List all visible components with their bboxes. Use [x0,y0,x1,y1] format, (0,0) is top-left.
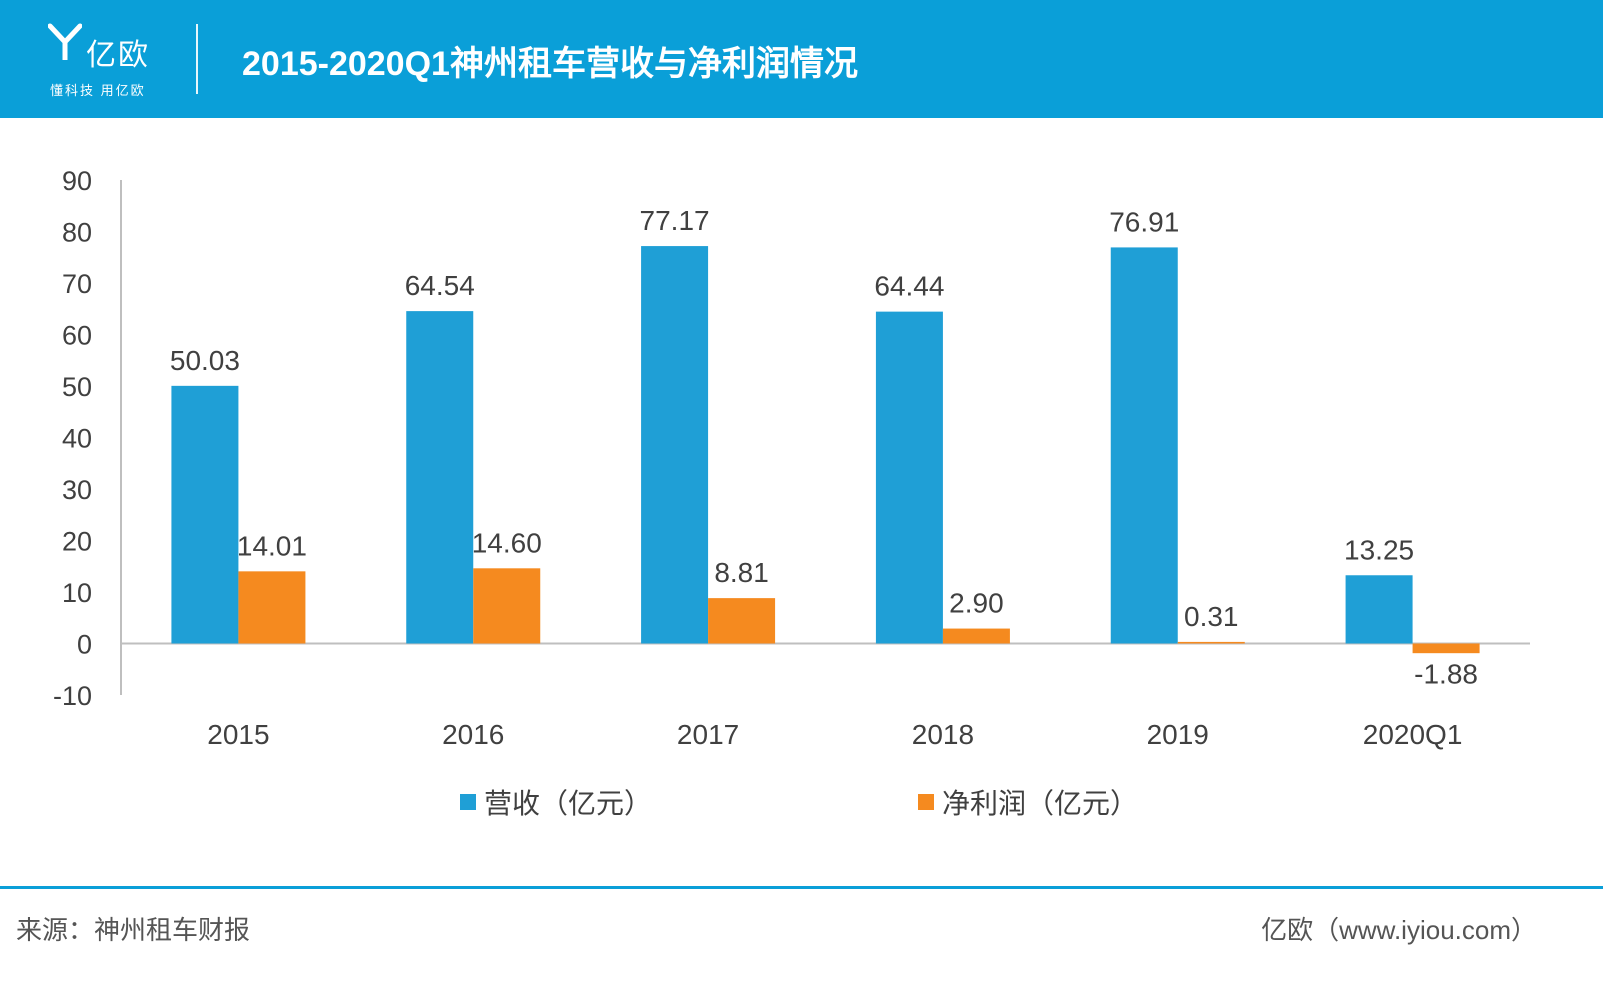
bar-profit [1177,641,1245,644]
bar-chart: 90 80 70 60 50 40 30 20 10 0 -10 50.03 14.01 2015 64.5… [53,166,1530,750]
bar-revenue [641,246,709,644]
bar-revenue [875,311,943,644]
data-label-profit: -1.88 [1414,659,1478,690]
bar-revenue [1110,247,1178,644]
y-tick-label: 50 [62,372,92,402]
data-label-profit: 8.81 [714,557,769,588]
y-tick-label: 0 [77,630,92,660]
yiou-logo-icon [48,23,82,60]
data-label-revenue: 64.54 [405,270,475,301]
y-tick-label: 90 [62,166,92,196]
bar-profit [473,568,541,644]
data-label-revenue: 76.91 [1109,206,1179,237]
brand-url: 亿欧（www.iyiou.com） [1261,915,1537,945]
data-label-revenue: 77.17 [640,205,710,236]
data-label-revenue: 50.03 [170,345,240,376]
data-label-revenue: 13.25 [1344,534,1414,565]
source-note: 来源：神州租车财报 [16,915,251,945]
x-tick-label: 2016 [442,719,504,750]
y-tick-label: 60 [62,321,92,351]
y-tick-label: 40 [62,424,92,454]
bar-profit [942,628,1010,644]
footer-divider [0,886,1603,889]
legend-revenue-swatch [460,794,476,810]
legend-revenue-label: 营收（亿元） [484,788,653,819]
x-tick-label: 2020Q1 [1363,719,1463,750]
bar-revenue [171,385,239,644]
logo-slogan: 懂科技 用亿欧 [50,83,146,98]
bar-profit [708,598,776,644]
legend-profit: 净利润（亿元） [918,782,1138,822]
data-label-profit: 0.31 [1184,601,1239,632]
page-title: 2015-2020Q1神州租车营收与净利润情况 [242,45,858,83]
y-tick-label: -10 [53,681,92,711]
data-label-profit: 2.90 [949,588,1004,619]
bar-revenue [1345,575,1413,644]
y-tick-label: 10 [62,578,92,608]
logo-name: 亿欧 [86,39,150,72]
data-label-profit: 14.60 [472,527,542,558]
y-tick-label: 80 [62,218,92,248]
legend-revenue: 营收（亿元） [460,782,652,822]
data-label-revenue: 64.44 [874,271,944,302]
x-tick-label: 2015 [207,719,269,750]
x-tick-label: 2018 [912,719,974,750]
legend-profit-swatch [918,794,934,810]
x-tick-label: 2019 [1147,719,1209,750]
y-tick-label: 20 [62,527,92,557]
header-divider [196,24,198,94]
legend-profit-label: 净利润（亿元） [942,788,1139,819]
y-tick-label: 30 [62,475,92,505]
header-banner: 亿欧 懂科技 用亿欧 2015-2020Q1神州租车营收与净利润情况 [0,0,1603,118]
bar-profit [238,571,306,644]
bar-revenue [406,311,474,644]
data-label-profit: 14.01 [237,530,307,561]
x-tick-label: 2017 [677,719,739,750]
y-tick-label: 70 [62,269,92,299]
bar-profit [1412,643,1480,654]
